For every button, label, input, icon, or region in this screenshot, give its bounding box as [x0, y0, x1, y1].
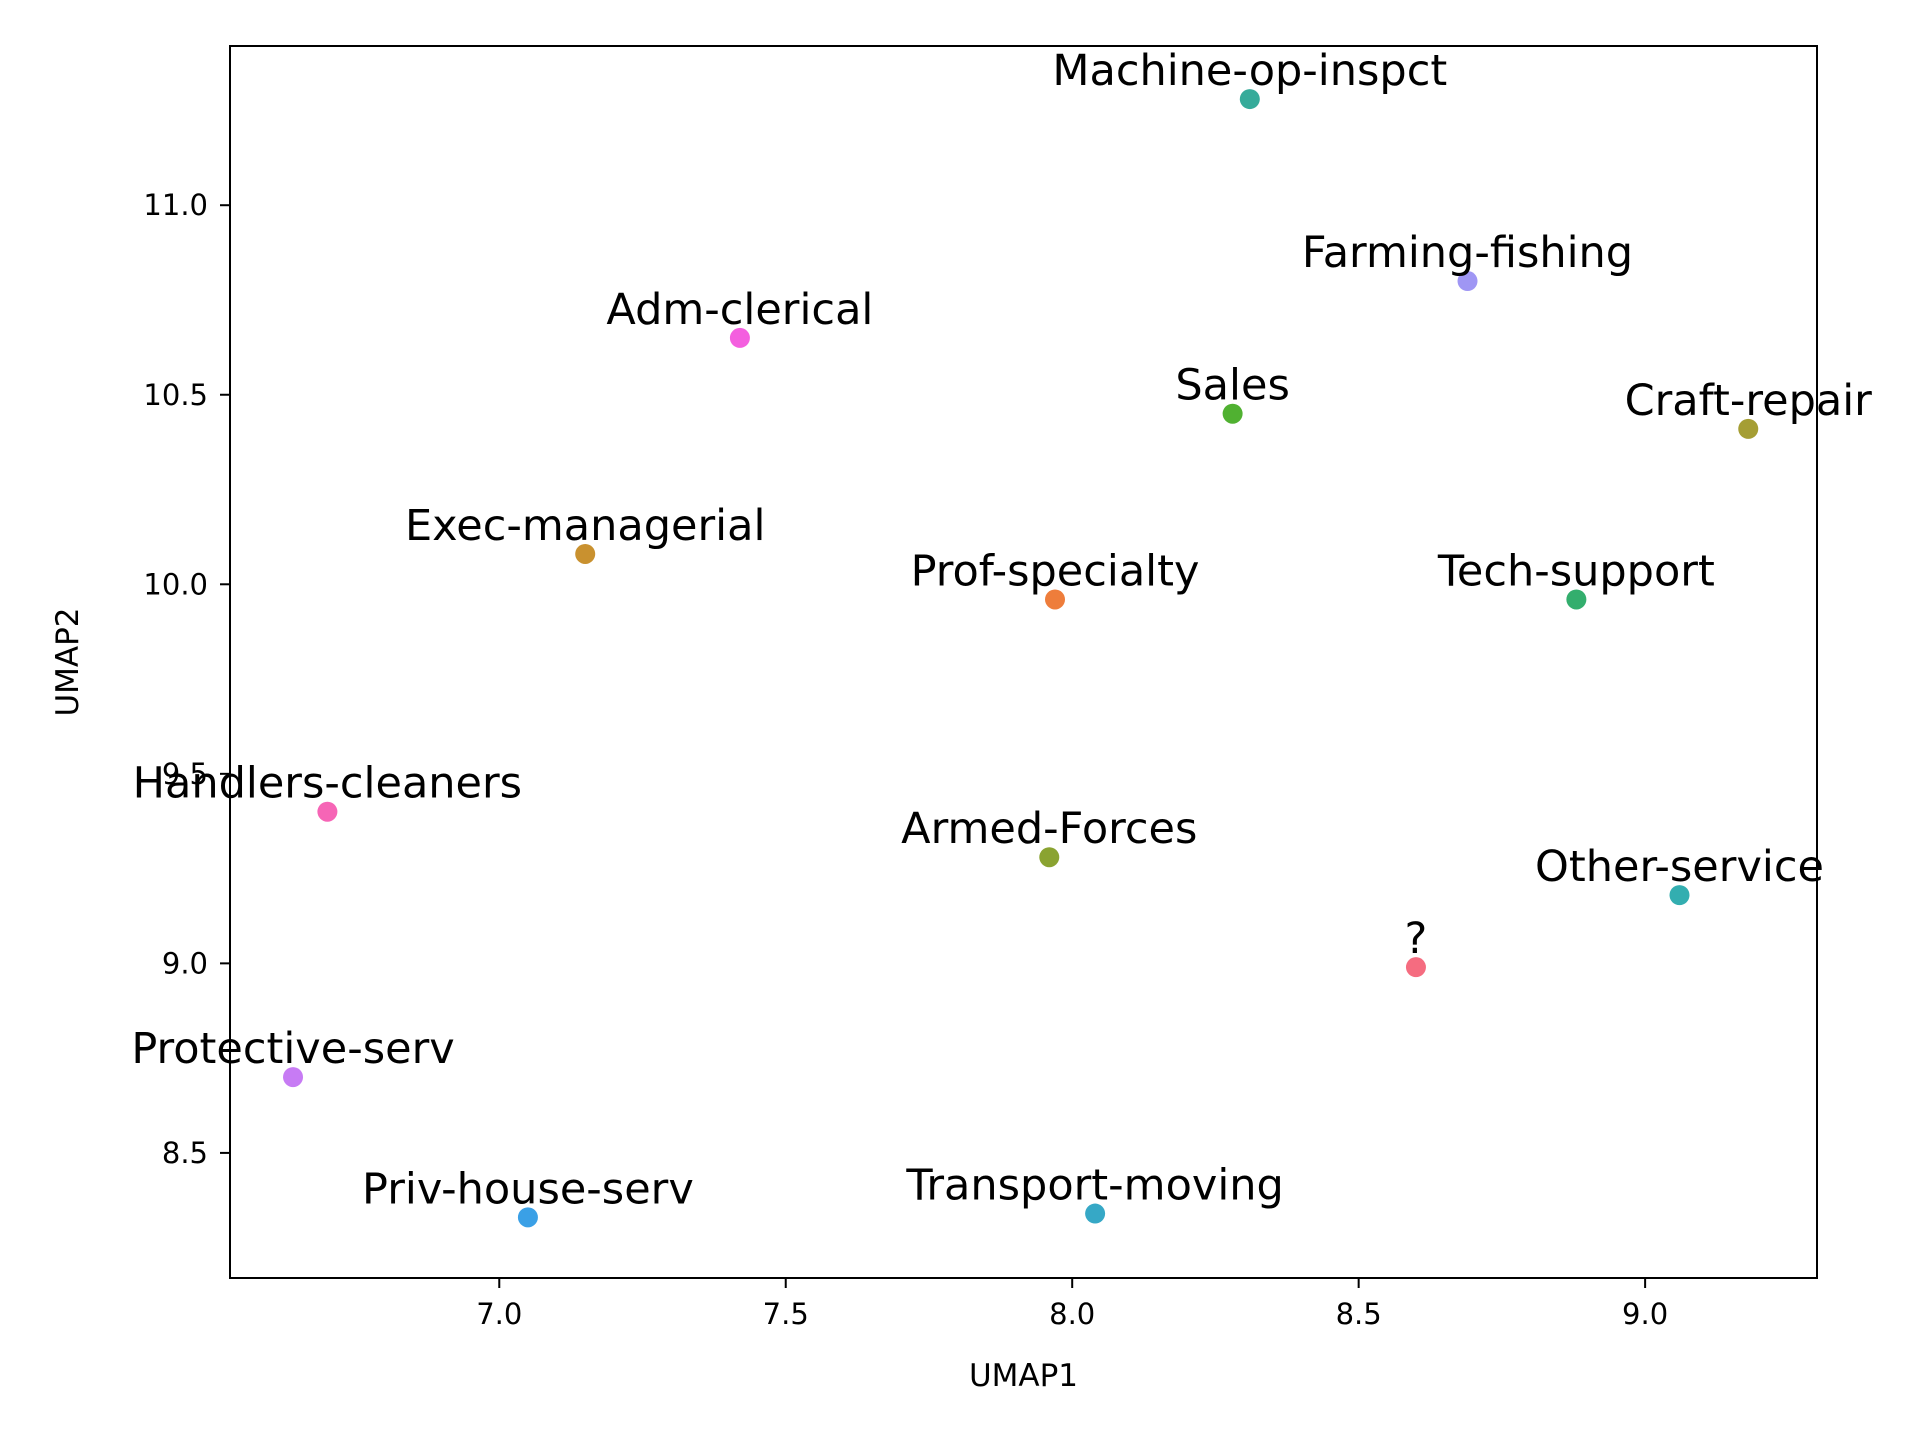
point-label: Other-service [1535, 842, 1824, 892]
point-label: Sales [1175, 361, 1289, 411]
data-point [1405, 957, 1426, 978]
x-axis-ticks: 7.0 7.5 8.0 8.5 9.0 [476, 1278, 1668, 1331]
data-point [729, 327, 750, 348]
data-point [1669, 885, 1690, 906]
point-label: Handlers-cleaners [133, 759, 522, 809]
point-label: Armed-Forces [901, 804, 1197, 854]
point-label: ? [1405, 914, 1428, 964]
point-label: Farming-fishing [1302, 228, 1633, 278]
y-tick-label: 8.5 [162, 1136, 208, 1170]
y-tick-label: 11.0 [143, 188, 208, 222]
data-point [517, 1207, 538, 1228]
data-point [317, 801, 338, 822]
point-label: Protective-serv [131, 1024, 454, 1074]
data-point [1085, 1203, 1106, 1224]
y-tick-label: 9.5 [162, 757, 208, 791]
data-point [1222, 403, 1243, 424]
y-tick-label: 10.0 [143, 567, 208, 601]
data-point [1239, 89, 1260, 110]
data-point [283, 1067, 304, 1088]
data-point [1045, 589, 1066, 610]
x-tick-label: 8.5 [1336, 1297, 1382, 1331]
x-tick-label: 9.0 [1622, 1297, 1668, 1331]
data-point [575, 543, 596, 564]
data-point [1566, 589, 1587, 610]
x-axis-label: UMAP1 [969, 1358, 1078, 1394]
plot-area-frame [229, 45, 1818, 1279]
x-tick-label: 7.5 [763, 1297, 809, 1331]
point-label: Priv-house-serv [362, 1164, 694, 1214]
point-label: Exec-managerial [405, 501, 765, 551]
y-axis-ticks: 8.5 9.0 9.5 10.0 10.5 11.0 [143, 188, 230, 1170]
x-tick-label: 7.0 [476, 1297, 522, 1331]
point-label: Adm-clerical [606, 285, 873, 335]
x-tick-label: 8.0 [1049, 1297, 1095, 1331]
y-tick-label: 9.0 [162, 946, 208, 980]
point-labels-layer: Machine-op-inspct Farming-fishing Adm-cler… [131, 46, 1872, 1214]
point-label: Prof-specialty [911, 546, 1200, 596]
point-label: Machine-op-inspct [1052, 46, 1447, 96]
data-point [1039, 847, 1060, 868]
point-label: Transport-moving [905, 1161, 1283, 1211]
points-layer [283, 89, 1759, 1228]
point-label: Tech-support [1437, 546, 1715, 596]
y-axis-label: UMAP2 [50, 607, 86, 716]
y-tick-label: 10.5 [143, 378, 208, 412]
data-point [1457, 271, 1478, 292]
point-label: Craft-repair [1625, 376, 1873, 426]
data-point [1738, 418, 1759, 439]
